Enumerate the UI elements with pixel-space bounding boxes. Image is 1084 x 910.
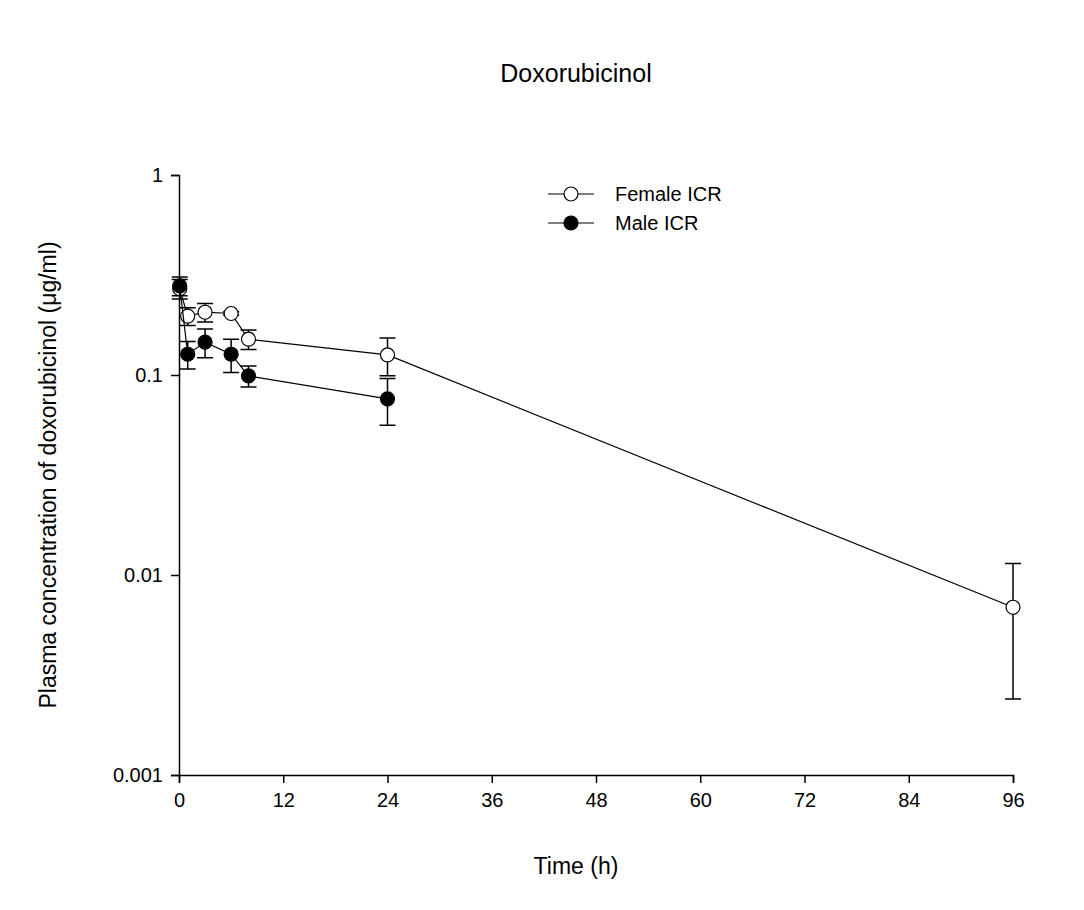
data-point bbox=[198, 335, 212, 349]
y-tick-label: 0.001 bbox=[113, 764, 163, 786]
error-bar bbox=[197, 329, 213, 358]
x-tick-mark bbox=[909, 775, 911, 783]
data-point bbox=[242, 332, 256, 346]
data-point bbox=[181, 347, 195, 361]
legend-label: Female ICR bbox=[615, 183, 722, 205]
x-axis: 0 12 24 36 48 60 72 84 96 bbox=[174, 775, 1025, 811]
y-tick: 0.01 bbox=[124, 564, 179, 586]
data-point bbox=[1006, 600, 1020, 614]
series-line bbox=[180, 286, 388, 399]
y-tick: 0.1 bbox=[135, 364, 179, 386]
x-tick-mark bbox=[492, 775, 494, 783]
x-tick-label: 72 bbox=[794, 789, 816, 811]
x-tick-mark bbox=[283, 775, 285, 783]
y-tick: 0.001 bbox=[113, 764, 179, 786]
data-point bbox=[242, 369, 256, 383]
error-bar bbox=[197, 303, 213, 322]
y-tick-label: 0.01 bbox=[124, 564, 163, 586]
x-tick-label: 12 bbox=[273, 789, 295, 811]
x-tick: 0 bbox=[174, 775, 185, 811]
error-bar bbox=[180, 342, 196, 370]
plot-area bbox=[172, 277, 1021, 699]
data-point bbox=[224, 347, 238, 361]
data-point bbox=[198, 305, 212, 319]
error-bar bbox=[241, 330, 257, 350]
y-tick-mark bbox=[171, 375, 179, 377]
x-tick-label: 24 bbox=[377, 789, 399, 811]
legend-marker bbox=[564, 216, 578, 230]
legend-label: Male ICR bbox=[615, 212, 698, 234]
y-tick-mark bbox=[171, 775, 179, 777]
x-axis-line bbox=[180, 776, 1014, 784]
x-tick: 24 bbox=[377, 775, 399, 811]
x-tick: 96 bbox=[1002, 775, 1024, 811]
x-tick: 36 bbox=[481, 775, 503, 811]
y-axis-title: Plasma concentration of doxorubicinol (μ… bbox=[35, 241, 61, 708]
x-tick-mark bbox=[804, 775, 806, 783]
chart: 0 12 24 36 48 60 72 84 96 0.001 0.01 0.1 1 Doxorubici… bbox=[0, 0, 1084, 910]
legend-item: Female ICR bbox=[548, 183, 722, 205]
legend: Female ICR Male ICR bbox=[548, 183, 722, 234]
error-bar bbox=[172, 277, 188, 296]
error-bar bbox=[223, 339, 239, 372]
x-tick-mark bbox=[1013, 775, 1015, 783]
x-tick-label: 0 bbox=[174, 789, 185, 811]
legend-marker bbox=[564, 187, 578, 201]
data-point bbox=[224, 307, 238, 321]
y-tick-mark bbox=[171, 175, 179, 177]
x-tick-mark bbox=[596, 775, 598, 783]
y-tick: 1 bbox=[152, 164, 179, 186]
x-axis-title: Time (h) bbox=[534, 853, 619, 879]
x-tick-mark bbox=[387, 775, 389, 783]
x-tick-label: 60 bbox=[690, 789, 712, 811]
error-bar bbox=[241, 366, 257, 387]
series-line bbox=[180, 289, 1013, 608]
chart-title: Doxorubicinol bbox=[500, 59, 651, 87]
y-tick-label: 0.1 bbox=[135, 364, 163, 386]
x-tick-mark bbox=[700, 775, 702, 783]
data-point bbox=[381, 392, 395, 406]
x-tick-label: 96 bbox=[1002, 789, 1024, 811]
y-axis-line bbox=[171, 176, 180, 776]
series bbox=[172, 280, 1021, 699]
y-axis: 0.001 0.01 0.1 1 bbox=[113, 164, 180, 786]
series bbox=[172, 277, 396, 425]
error-bar bbox=[380, 338, 396, 376]
x-tick: 48 bbox=[585, 775, 607, 811]
x-tick-label: 48 bbox=[585, 789, 607, 811]
y-tick-mark bbox=[171, 575, 179, 577]
data-point bbox=[173, 279, 187, 293]
x-tick: 84 bbox=[898, 775, 920, 811]
x-tick: 60 bbox=[690, 775, 712, 811]
x-tick: 72 bbox=[794, 775, 816, 811]
data-point bbox=[381, 348, 395, 362]
error-bar bbox=[380, 379, 396, 426]
x-tick-label: 84 bbox=[898, 789, 920, 811]
error-bar bbox=[1005, 564, 1021, 699]
y-tick-label: 1 bbox=[152, 164, 163, 186]
x-tick-label: 36 bbox=[481, 789, 503, 811]
legend-item: Male ICR bbox=[548, 212, 698, 234]
x-tick: 12 bbox=[273, 775, 295, 811]
